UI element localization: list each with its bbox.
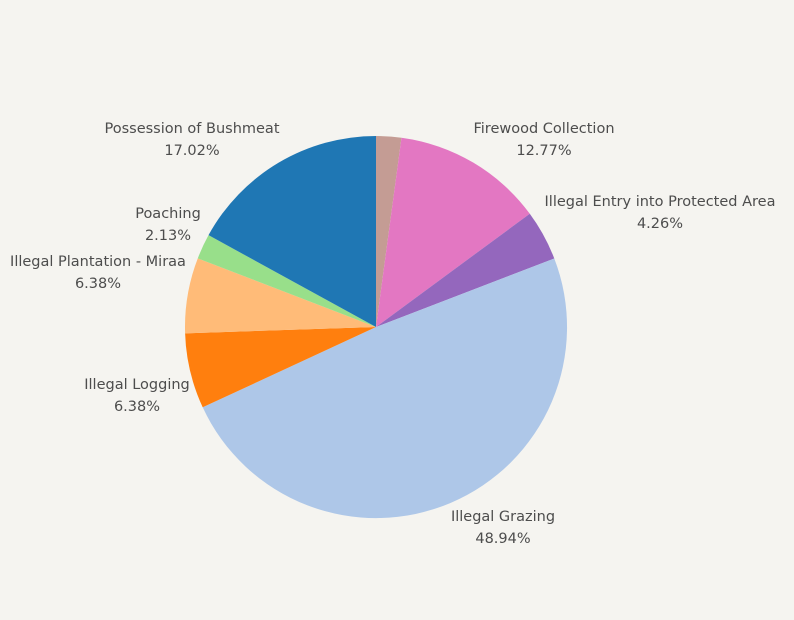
- label-firewood-collection: Firewood Collection 12.77%: [473, 118, 614, 162]
- pie-slice-possession-of-bushmeat: [208, 136, 376, 327]
- label-percent: 12.77%: [516, 143, 572, 159]
- label-illegal-grazing: Illegal Grazing 48.94%: [451, 506, 555, 550]
- label-poaching: Poaching 2.13%: [135, 203, 201, 247]
- pie-slice-illegal-entry-into-protected-area: [376, 213, 555, 327]
- label-illegal-logging: Illegal Logging 6.38%: [84, 374, 190, 418]
- label-percent: 6.38%: [74, 276, 122, 292]
- pie-slice-unlabeled: [376, 136, 402, 327]
- label-percent: 6.38%: [113, 399, 161, 415]
- label-percent: 17.02%: [164, 143, 220, 159]
- label-name: Illegal Entry into Protected Area: [544, 194, 776, 210]
- label-illegal-entry: Illegal Entry into Protected Area 4.26%: [545, 191, 776, 235]
- label-percent: 48.94%: [475, 531, 531, 547]
- pie-slice-poaching: [197, 235, 376, 327]
- label-percent: 2.13%: [144, 228, 192, 244]
- pie-slice-illegal-plantation-miraa: [184, 258, 376, 334]
- label-name: Illegal Plantation - Miraa: [10, 254, 186, 270]
- label-name: Possession of Bushmeat: [104, 121, 280, 137]
- label-name: Firewood Collection: [473, 121, 615, 137]
- pie-slice-firewood-collection: [376, 137, 530, 327]
- pie-slice-illegal-grazing: [202, 258, 568, 519]
- label-possession-of-bushmeat: Possession of Bushmeat 17.02%: [104, 118, 279, 162]
- label-name: Illegal Logging: [84, 377, 190, 393]
- label-name: Illegal Grazing: [450, 509, 556, 525]
- pie-slice-illegal-logging: [185, 327, 376, 408]
- label-percent: 4.26%: [636, 216, 684, 232]
- label-illegal-plantation-miraa: Illegal Plantation - Miraa 6.38%: [10, 251, 186, 295]
- label-name: Poaching: [135, 206, 201, 222]
